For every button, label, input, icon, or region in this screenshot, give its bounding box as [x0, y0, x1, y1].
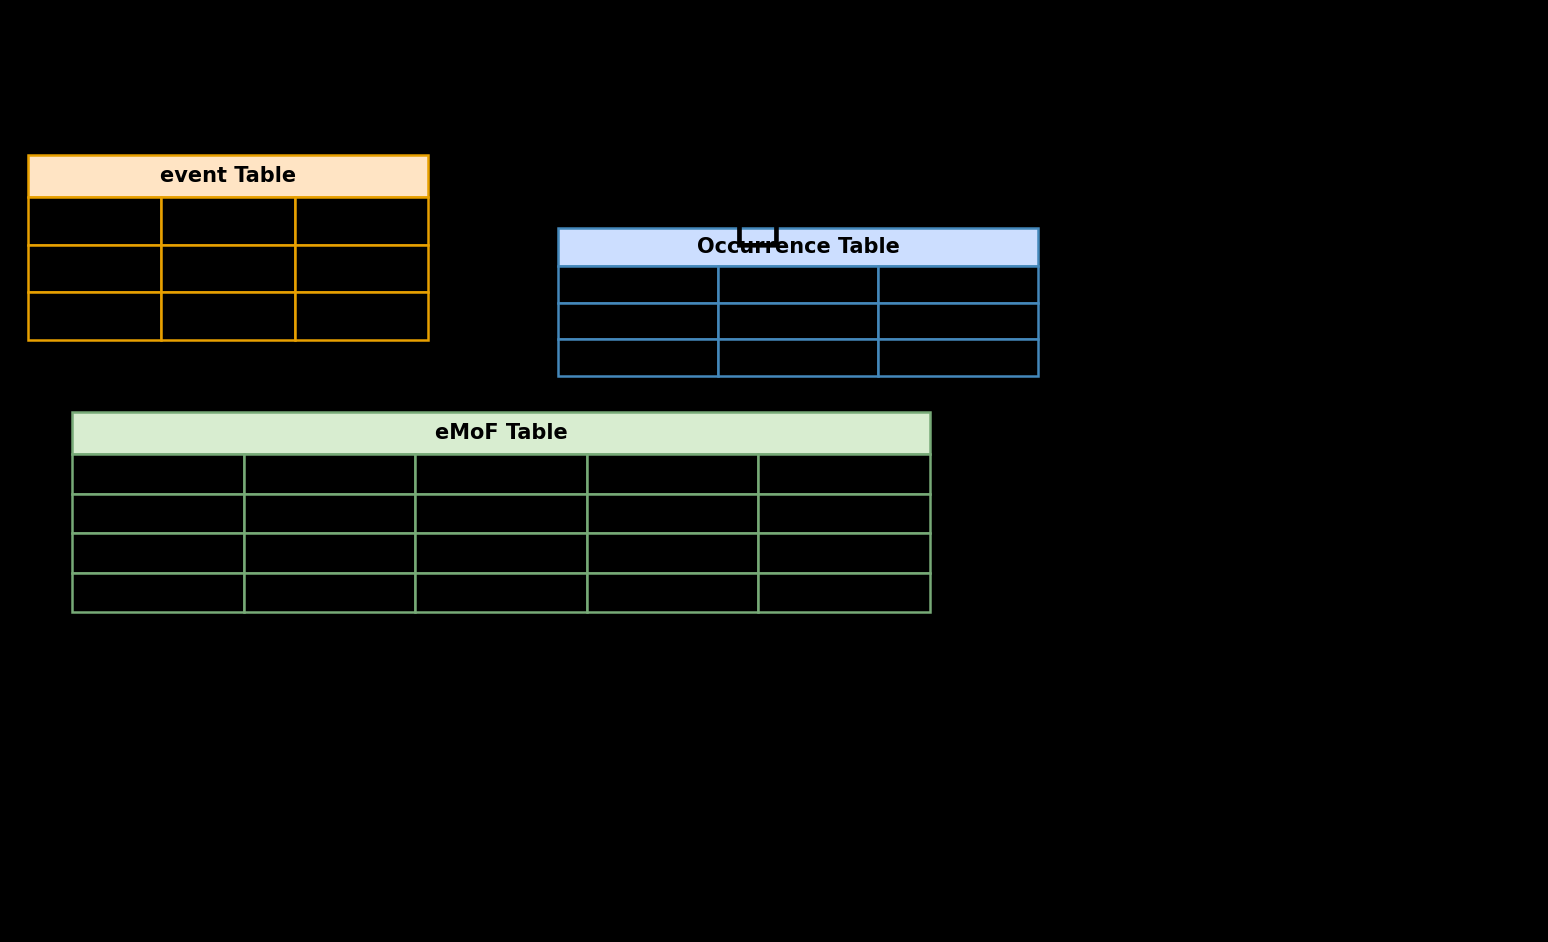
FancyBboxPatch shape: [557, 302, 718, 339]
FancyBboxPatch shape: [759, 494, 930, 533]
FancyBboxPatch shape: [294, 292, 427, 340]
FancyBboxPatch shape: [587, 573, 759, 612]
FancyBboxPatch shape: [415, 454, 587, 494]
FancyBboxPatch shape: [878, 266, 1039, 302]
FancyBboxPatch shape: [557, 266, 718, 302]
Text: 🌡: 🌡: [433, 266, 481, 344]
FancyBboxPatch shape: [294, 197, 427, 245]
FancyBboxPatch shape: [161, 245, 294, 292]
FancyBboxPatch shape: [718, 339, 878, 376]
FancyBboxPatch shape: [243, 494, 415, 533]
FancyBboxPatch shape: [878, 302, 1039, 339]
FancyBboxPatch shape: [28, 245, 161, 292]
FancyBboxPatch shape: [243, 573, 415, 612]
FancyBboxPatch shape: [587, 494, 759, 533]
FancyBboxPatch shape: [294, 245, 427, 292]
Text: event Table: event Table: [159, 166, 296, 186]
FancyBboxPatch shape: [878, 339, 1039, 376]
Text: 🦀: 🦀: [734, 170, 783, 251]
FancyBboxPatch shape: [587, 454, 759, 494]
FancyBboxPatch shape: [759, 454, 930, 494]
Text: eMoF Table: eMoF Table: [435, 423, 568, 443]
Text: 🌊: 🌊: [457, 5, 523, 111]
FancyBboxPatch shape: [28, 197, 161, 245]
Text: Occurrence Table: Occurrence Table: [697, 237, 899, 257]
FancyBboxPatch shape: [759, 533, 930, 573]
Text: 🌿: 🌿: [858, 31, 902, 105]
FancyBboxPatch shape: [161, 197, 294, 245]
FancyBboxPatch shape: [557, 339, 718, 376]
FancyBboxPatch shape: [73, 412, 930, 454]
FancyBboxPatch shape: [243, 533, 415, 573]
FancyBboxPatch shape: [415, 494, 587, 533]
FancyBboxPatch shape: [415, 533, 587, 573]
FancyBboxPatch shape: [28, 292, 161, 340]
FancyBboxPatch shape: [243, 454, 415, 494]
FancyBboxPatch shape: [73, 494, 243, 533]
FancyBboxPatch shape: [759, 573, 930, 612]
FancyBboxPatch shape: [161, 292, 294, 340]
FancyBboxPatch shape: [73, 573, 243, 612]
FancyBboxPatch shape: [28, 155, 427, 197]
FancyBboxPatch shape: [718, 266, 878, 302]
FancyBboxPatch shape: [415, 573, 587, 612]
FancyBboxPatch shape: [73, 454, 243, 494]
FancyBboxPatch shape: [718, 302, 878, 339]
FancyBboxPatch shape: [73, 533, 243, 573]
FancyBboxPatch shape: [587, 533, 759, 573]
FancyBboxPatch shape: [557, 228, 1039, 266]
